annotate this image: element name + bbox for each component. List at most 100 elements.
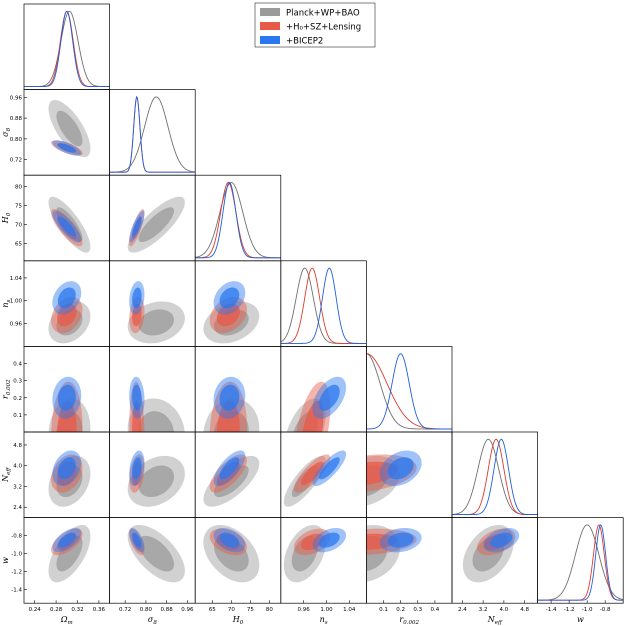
panel-content bbox=[286, 376, 347, 432]
panel-w-w bbox=[537, 517, 624, 604]
y-tick-label-ns-1: 1.00 bbox=[10, 299, 23, 305]
x-axis-label-main: n bbox=[320, 615, 325, 624]
y-axis-label-sub: s bbox=[6, 299, 12, 302]
panel-ns-neff bbox=[280, 431, 367, 518]
y-tick-label-ns-2: 1.04 bbox=[10, 276, 23, 282]
contour-h0-ns-1-1 bbox=[216, 303, 240, 327]
x-axis-label-main: N bbox=[487, 615, 496, 624]
panel-content bbox=[127, 376, 185, 432]
panel-content bbox=[48, 99, 91, 158]
x-axis-label-s8: σ8 bbox=[148, 615, 157, 626]
x-axis-label-om: Ωm bbox=[60, 615, 73, 626]
panel-content bbox=[537, 524, 624, 601]
y-tick-label-s8-1: 0.80 bbox=[10, 137, 23, 143]
panel-r-neff bbox=[366, 431, 453, 518]
y-axis-label-main: r bbox=[1, 394, 10, 399]
panel-om-w bbox=[23, 517, 110, 604]
legend-swatch-1 bbox=[260, 22, 280, 30]
x-axis-label-main: Ω bbox=[60, 615, 68, 624]
panel-content bbox=[48, 281, 91, 344]
y-tick-label-r-1: 0.2 bbox=[13, 396, 22, 402]
y-axis-label-main: H bbox=[1, 215, 10, 224]
legend-label-1: +H₀+SZ+Lensing bbox=[286, 23, 361, 33]
panel-frame bbox=[280, 260, 367, 347]
panel-h0-ns bbox=[194, 260, 282, 347]
contour-om-h0-2-1 bbox=[57, 216, 76, 237]
contour-s8-neff-2-1 bbox=[132, 457, 142, 480]
contour-h0-neff-2-1 bbox=[219, 457, 240, 480]
panel-content bbox=[195, 181, 281, 259]
x-tick-label-om-0: 0.24 bbox=[29, 607, 42, 613]
x-axis-label-r: r0.002 bbox=[399, 615, 419, 626]
y-axis-label-w: w bbox=[1, 557, 10, 564]
panel-frame bbox=[23, 3, 110, 90]
y-axis-label-main: σ bbox=[1, 131, 10, 137]
x-axis-label-main: H bbox=[232, 615, 241, 624]
panel-content bbox=[283, 524, 347, 583]
y-tick-label-neff-1: 3.2 bbox=[13, 484, 22, 490]
x-tick-label-r-2: 0.3 bbox=[413, 607, 422, 613]
x-tick-label-om-3: 0.36 bbox=[93, 607, 106, 613]
y-tick-label-neff-0: 2.4 bbox=[13, 505, 22, 511]
marginal-curve-neff-1 bbox=[452, 438, 538, 516]
marginal-curve-h0-0 bbox=[195, 182, 281, 259]
marginal-curve-om-0 bbox=[24, 10, 110, 88]
panel-content bbox=[366, 450, 422, 506]
y-axis-label-sub: eff bbox=[6, 467, 12, 475]
contour-om-w-0-1 bbox=[56, 535, 83, 572]
panel-frame bbox=[451, 431, 538, 518]
y-axis-label-main: w bbox=[1, 557, 10, 564]
y-tick-label-s8-3: 0.96 bbox=[10, 95, 23, 101]
panel-s8-s8 bbox=[109, 89, 196, 176]
panel-s8-h0 bbox=[109, 174, 196, 262]
x-tick-label-neff-2: 4.0 bbox=[500, 607, 509, 613]
panel-content bbox=[203, 524, 260, 583]
x-tick-label-s8-2: 0.88 bbox=[161, 607, 174, 613]
x-axis-label-sub: m bbox=[68, 620, 73, 626]
x-axis-label-sub: 8 bbox=[153, 620, 157, 626]
x-tick-label-om-1: 0.28 bbox=[50, 607, 63, 613]
panel-content bbox=[24, 10, 110, 88]
panel-s8-w bbox=[109, 517, 196, 604]
y-tick-label-w-2: -1.0 bbox=[11, 552, 22, 558]
x-axis-label-w: w bbox=[577, 615, 584, 624]
contour-om-s8-2-1 bbox=[57, 143, 76, 153]
contour-ns-w-2-1 bbox=[318, 532, 340, 548]
contour-h0-r-1-1 bbox=[216, 400, 240, 432]
y-axis-label-sub: 0.002 bbox=[6, 379, 12, 395]
contour-s8-h0-2-1 bbox=[132, 216, 142, 237]
panel-content bbox=[462, 524, 520, 583]
x-tick-label-s8-0: 0.72 bbox=[119, 607, 131, 613]
x-tick-label-ns-0: 0.96 bbox=[298, 607, 311, 613]
panel-content bbox=[48, 524, 91, 583]
y-axis-label-ns: ns bbox=[1, 299, 12, 307]
panel-ns-r bbox=[280, 346, 367, 433]
panel-om-h0 bbox=[23, 174, 110, 262]
y-tick-label-neff-2: 4.0 bbox=[13, 464, 22, 470]
y-tick-label-h0-1: 70 bbox=[15, 223, 22, 229]
marginal-curve-neff-0 bbox=[452, 438, 538, 516]
y-tick-label-neff-3: 4.8 bbox=[13, 443, 22, 449]
panel-om-om bbox=[23, 3, 110, 90]
panel-content bbox=[127, 450, 185, 507]
y-axis-label-h0: H0 bbox=[1, 212, 12, 224]
y-axis-label-main: n bbox=[1, 302, 10, 307]
contour-s8-neff-0-1 bbox=[138, 465, 175, 498]
legend: Planck+WP+BAO +H₀+SZ+Lensing +BICEP2 bbox=[254, 2, 376, 48]
panel-frame bbox=[537, 517, 624, 604]
y-axis-label-s8: σ8 bbox=[1, 127, 12, 136]
panel-content bbox=[48, 196, 91, 253]
x-tick-label-r-1: 0.2 bbox=[396, 607, 405, 613]
x-axis-label-sub: s bbox=[325, 620, 328, 626]
panel-om-ns bbox=[23, 260, 110, 347]
panel-content bbox=[48, 450, 91, 507]
y-axis-label-neff: Neff bbox=[1, 467, 12, 483]
x-tick-label-w-2: -1.0 bbox=[582, 607, 593, 613]
y-tick-label-s8-2: 0.88 bbox=[10, 116, 23, 122]
x-axis-label-main: r bbox=[399, 615, 404, 624]
marginal-curve-ns-1 bbox=[280, 267, 367, 344]
y-tick-label-w-0: -1.4 bbox=[11, 588, 22, 594]
y-axis-label-main: N bbox=[1, 474, 10, 483]
marginal-curve-s8-1 bbox=[109, 95, 196, 173]
